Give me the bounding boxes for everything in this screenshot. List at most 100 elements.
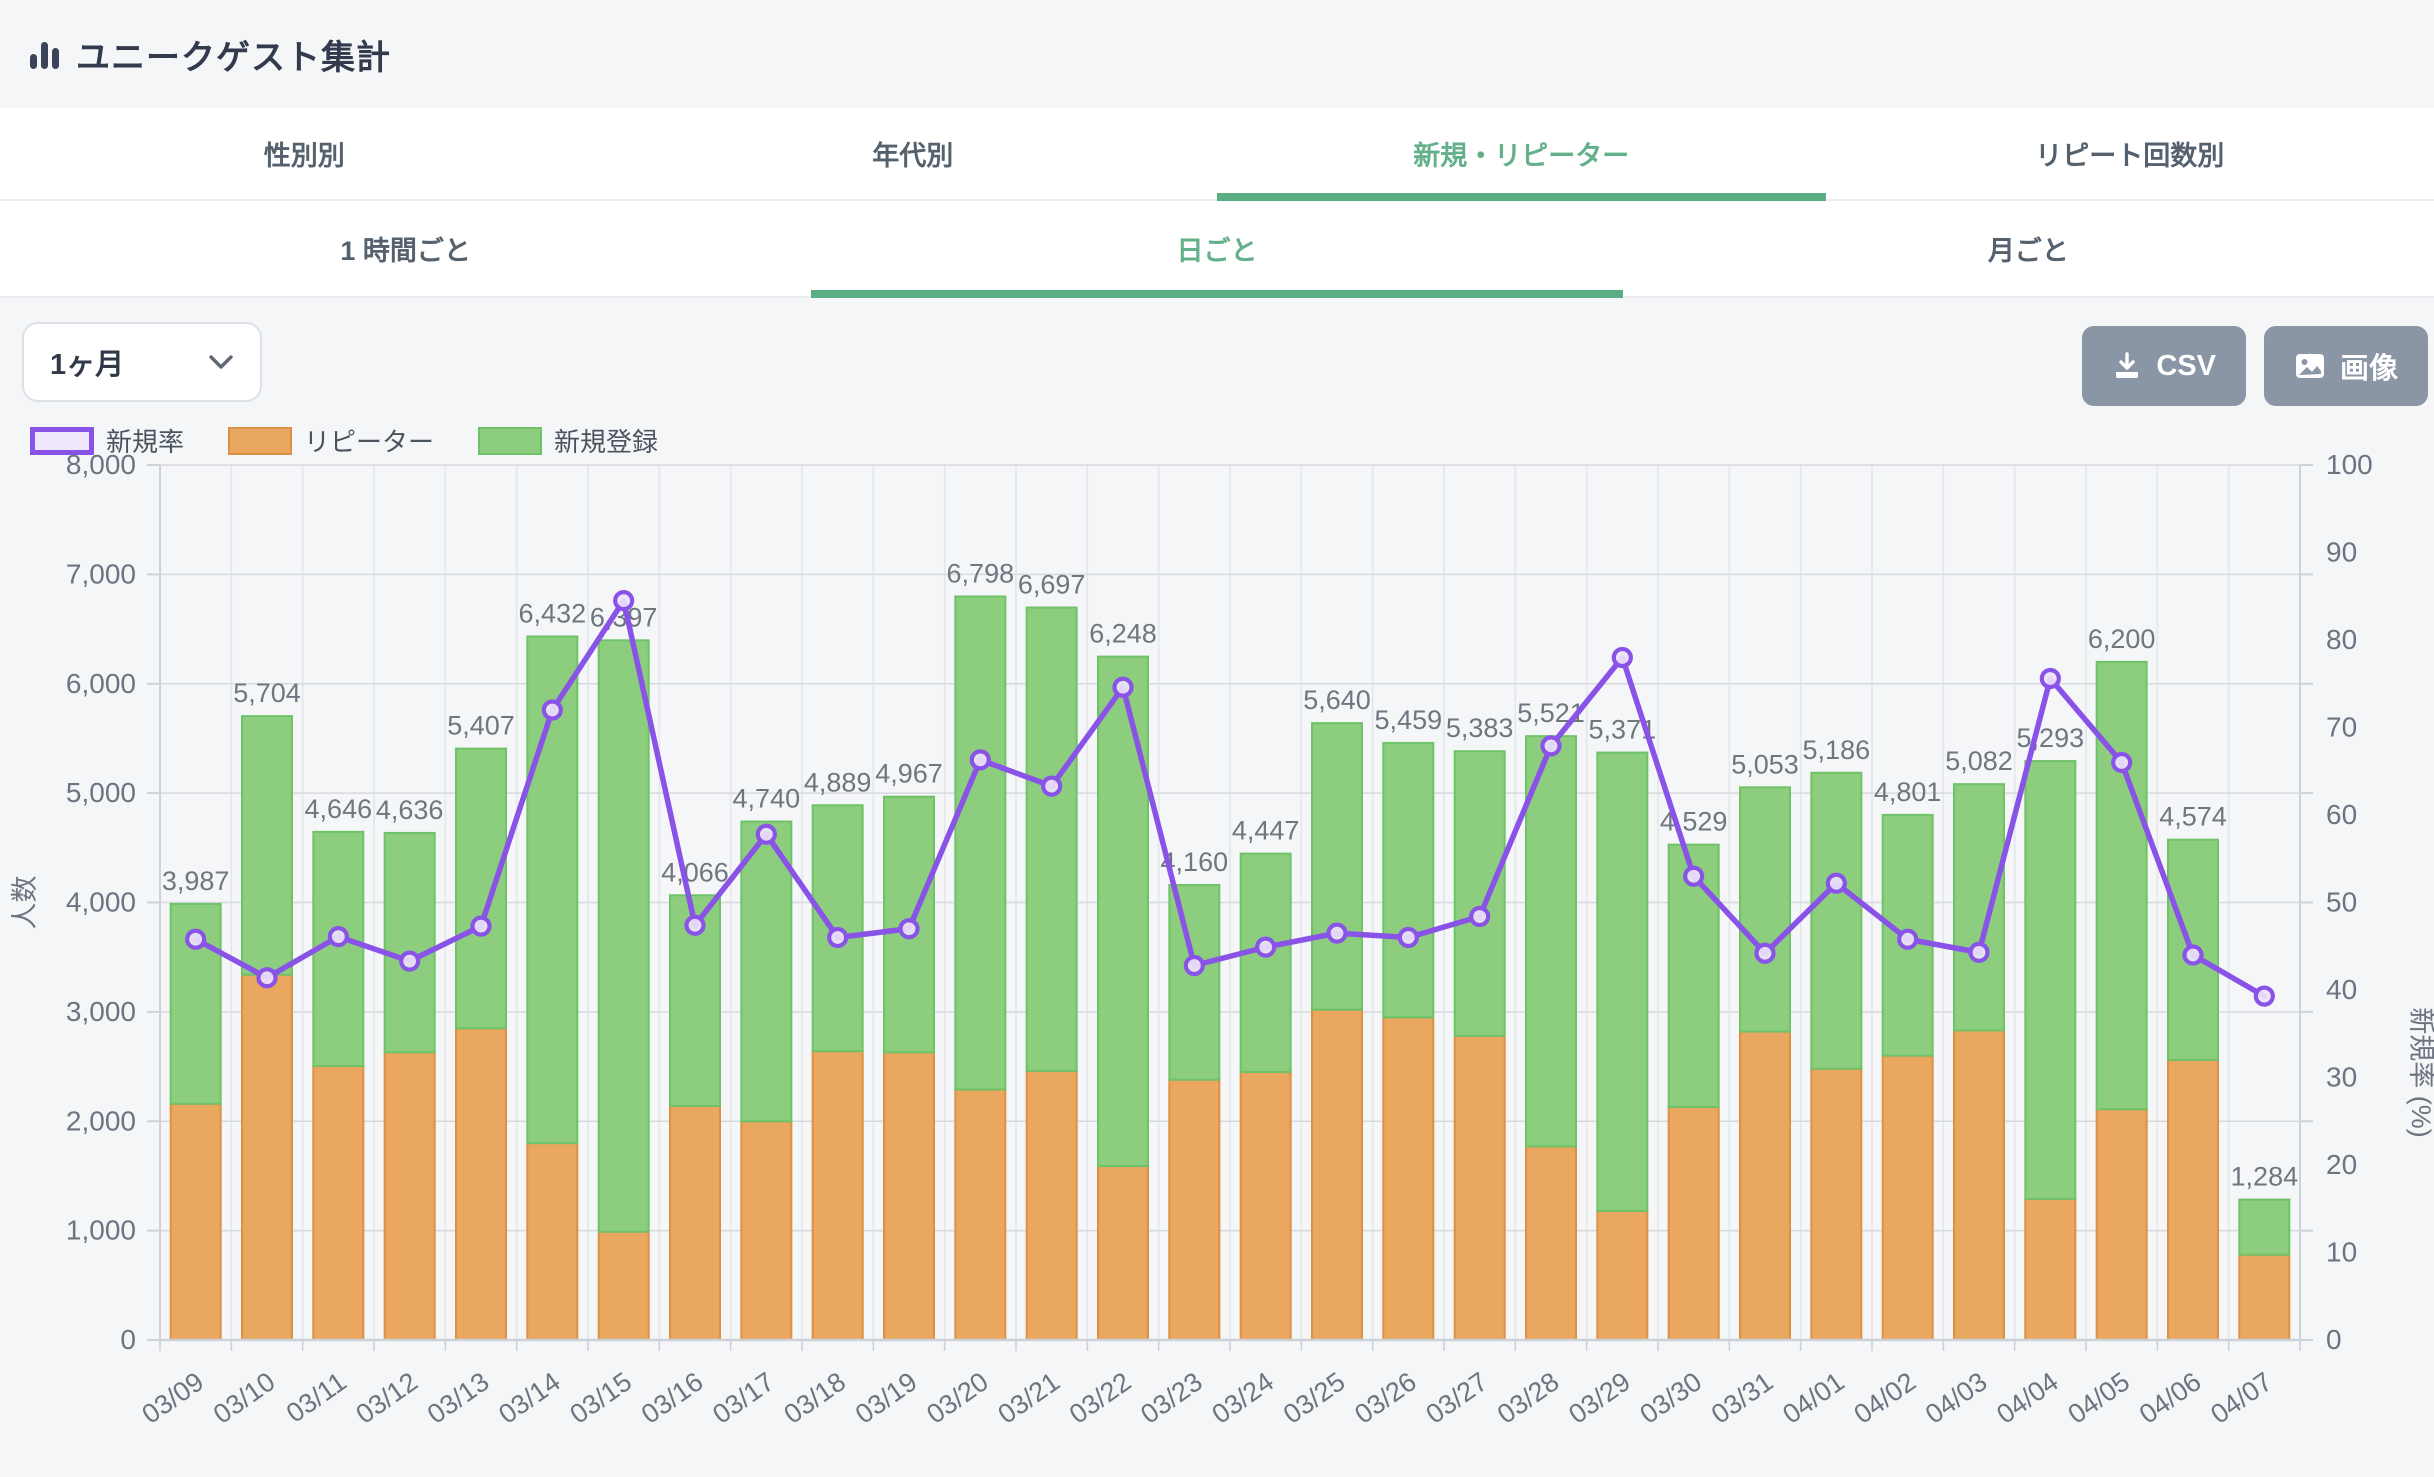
image-download-button[interactable]: 画像 [2264, 326, 2428, 406]
new-rate-point[interactable] [2113, 754, 2130, 771]
new-rate-point[interactable] [2042, 670, 2059, 687]
repeater-bar[interactable] [813, 1051, 863, 1340]
new-rate-point[interactable] [473, 918, 490, 935]
repeater-bar[interactable] [1169, 1080, 1219, 1340]
repeater-bar[interactable] [527, 1143, 577, 1340]
new-rate-point[interactable] [330, 928, 347, 945]
repeater-bar[interactable] [242, 975, 292, 1340]
new-rate-point[interactable] [615, 592, 632, 609]
new-registration-bar[interactable] [1312, 723, 1362, 1010]
repeater-bar[interactable] [2025, 1199, 2075, 1340]
repeater-bar[interactable] [599, 1232, 649, 1340]
csv-download-button[interactable]: CSV [2082, 326, 2246, 406]
new-rate-point[interactable] [1043, 778, 1060, 795]
new-rate-point[interactable] [1329, 925, 1346, 942]
tab-hourly[interactable]: 1 時間ごと [0, 201, 811, 296]
repeater-bar[interactable] [1883, 1056, 1933, 1340]
new-registration-bar[interactable] [2025, 761, 2075, 1199]
new-registration-bar[interactable] [2239, 1200, 2289, 1255]
new-registration-bar[interactable] [242, 716, 292, 975]
repeater-bar[interactable] [1811, 1069, 1861, 1340]
new-registration-bar[interactable] [385, 833, 435, 1052]
repeater-bar[interactable] [2168, 1060, 2218, 1340]
right-axis-tick-label: 90 [2326, 537, 2357, 568]
new-rate-point[interactable] [1543, 737, 1560, 754]
new-rate-point[interactable] [2256, 988, 2273, 1005]
repeater-bar[interactable] [2239, 1255, 2289, 1340]
repeater-bar[interactable] [1740, 1032, 1790, 1340]
repeater-bar[interactable] [1669, 1107, 1719, 1340]
new-rate-point[interactable] [972, 751, 989, 768]
new-rate-point[interactable] [1828, 875, 1845, 892]
new-rate-point[interactable] [1471, 908, 1488, 925]
new-rate-point[interactable] [829, 929, 846, 946]
repeater-bar[interactable] [456, 1028, 506, 1340]
repeater-bar[interactable] [1098, 1166, 1148, 1340]
new-registration-bar[interactable] [1526, 736, 1576, 1146]
period-select[interactable]: 1ヶ月 [22, 322, 262, 402]
new-registration-bar[interactable] [1383, 743, 1433, 1017]
repeater-bar[interactable] [1027, 1071, 1077, 1340]
repeater-bar[interactable] [884, 1052, 934, 1340]
left-axis-ticks: 01,0002,0003,0004,0005,0006,0007,0008,00… [66, 449, 136, 1355]
repeater-bar[interactable] [2097, 1109, 2147, 1340]
tab-by-gender[interactable]: 性別別 [0, 108, 609, 199]
new-rate-point[interactable] [401, 953, 418, 970]
repeater-bar[interactable] [741, 1121, 791, 1340]
new-rate-point[interactable] [1186, 957, 1203, 974]
repeater-bar[interactable] [171, 1104, 221, 1340]
new-rate-point[interactable] [901, 920, 918, 937]
new-registration-bar[interactable] [741, 822, 791, 1122]
bar-total-label: 4,447 [1232, 816, 1300, 846]
new-rate-point[interactable] [1685, 868, 1702, 885]
left-axis-tick-label: 4,000 [66, 887, 136, 918]
new-registration-bar[interactable] [1027, 608, 1077, 1071]
repeater-bar[interactable] [385, 1052, 435, 1340]
new-rate-point[interactable] [1400, 929, 1417, 946]
new-rate-point[interactable] [544, 702, 561, 719]
new-rate-point[interactable] [2185, 947, 2202, 964]
tab-by-repeat-count[interactable]: リピート回数別 [1826, 108, 2434, 199]
repeater-bar[interactable] [1597, 1211, 1647, 1340]
new-rate-point[interactable] [259, 969, 276, 986]
new-rate-point[interactable] [758, 826, 775, 843]
new-rate-point[interactable] [187, 931, 204, 948]
repeater-bar[interactable] [1383, 1017, 1433, 1340]
new-registration-bar[interactable] [1954, 784, 2004, 1030]
repeater-bar[interactable] [955, 1090, 1005, 1340]
new-registration-bar[interactable] [1455, 751, 1505, 1036]
tab-by-age[interactable]: 年代別 [609, 108, 1218, 199]
period-select-value: 1ヶ月 [50, 341, 124, 383]
repeater-bar[interactable] [670, 1106, 720, 1340]
repeater-bar[interactable] [1455, 1036, 1505, 1340]
new-rate-point[interactable] [1614, 649, 1631, 666]
repeater-bar[interactable] [1312, 1010, 1362, 1340]
x-axis-label: 03/22 [1064, 1366, 1137, 1429]
new-registration-bar[interactable] [955, 596, 1005, 1089]
new-registration-bar[interactable] [1241, 854, 1291, 1072]
new-registration-bar[interactable] [456, 749, 506, 1029]
repeater-bar[interactable] [1954, 1030, 2004, 1340]
repeater-bar[interactable] [313, 1066, 363, 1340]
new-registration-bar[interactable] [1740, 787, 1790, 1031]
new-registration-bar[interactable] [1169, 885, 1219, 1080]
new-registration-bar[interactable] [1811, 773, 1861, 1069]
tab-daily[interactable]: 日ごと [811, 201, 1622, 296]
new-rate-point[interactable] [1899, 931, 1916, 948]
new-rate-point[interactable] [687, 917, 704, 934]
tab-monthly[interactable]: 月ごと [1623, 201, 2434, 296]
repeater-bar[interactable] [1526, 1146, 1576, 1340]
repeater-bar[interactable] [1241, 1072, 1291, 1340]
new-rate-point[interactable] [1971, 944, 1988, 961]
controls-row: 1ヶ月 CSV 画像 [0, 318, 2434, 408]
new-rate-point[interactable] [1757, 945, 1774, 962]
new-registration-bar[interactable] [1597, 753, 1647, 1211]
new-registration-bar[interactable] [599, 640, 649, 1231]
new-registration-bar[interactable] [2097, 662, 2147, 1109]
new-rate-point[interactable] [1115, 679, 1132, 696]
new-registration-bar[interactable] [1098, 657, 1148, 1166]
tab-new-repeater[interactable]: 新規・リピーター [1217, 108, 1826, 199]
new-rate-point[interactable] [1257, 939, 1274, 956]
